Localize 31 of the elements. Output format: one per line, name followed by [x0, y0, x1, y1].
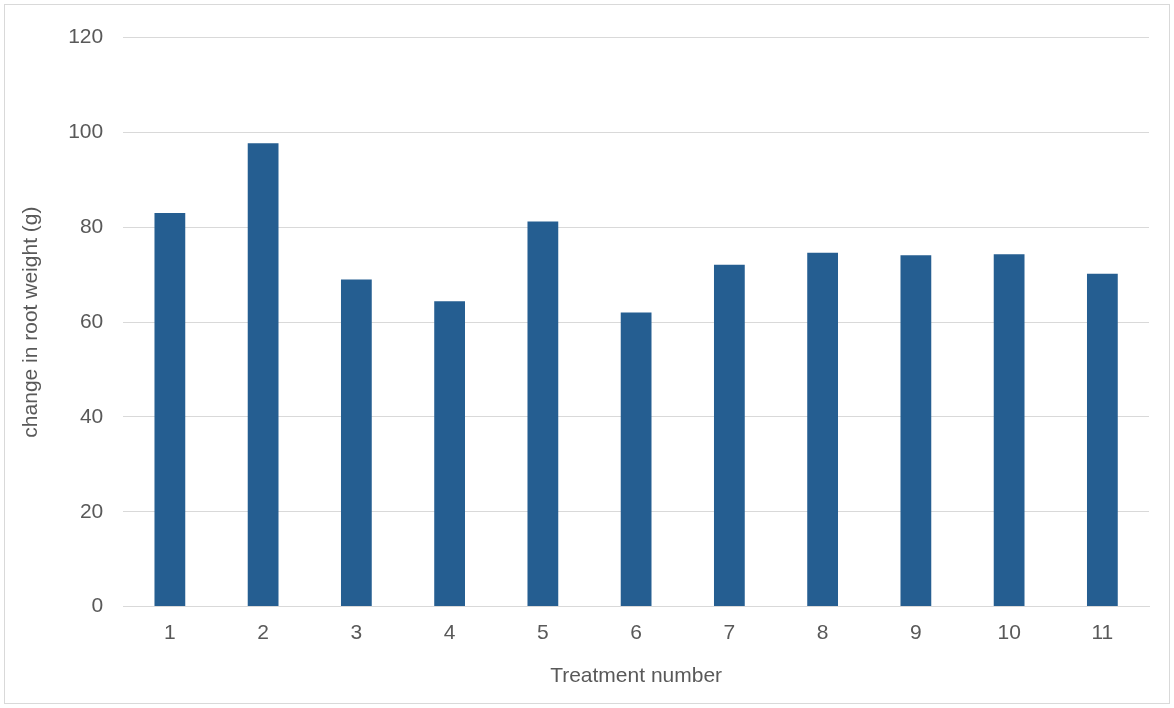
x-tick-label: 1	[164, 620, 176, 643]
bar	[527, 221, 559, 607]
x-tick-label: 9	[910, 620, 922, 643]
x-tick-label: 3	[350, 620, 363, 643]
y-tick-label: 120	[68, 24, 104, 48]
y-tick-label: 20	[79, 498, 104, 522]
y-tick-label: 40	[79, 403, 104, 427]
y-tick-label: 60	[79, 308, 104, 332]
bar	[807, 252, 839, 607]
x-tick-label: 5	[537, 620, 549, 643]
bar	[247, 143, 279, 607]
bar	[434, 301, 465, 607]
x-tick-label: 10	[997, 620, 1021, 643]
x-tick-label: 11	[1091, 620, 1114, 643]
y-axis-title: change in root weight (g)	[18, 206, 42, 438]
y-tick-label: 0	[91, 593, 104, 617]
x-tick-label: 8	[816, 620, 829, 643]
x-tick-label: 6	[630, 620, 642, 643]
bar	[993, 254, 1025, 607]
bar	[1086, 273, 1118, 607]
bar	[713, 264, 745, 607]
x-tick-label: 2	[257, 620, 269, 643]
y-tick-label: 80	[79, 214, 104, 238]
x-tick-label: 4	[443, 620, 456, 643]
bar	[900, 255, 932, 607]
y-tick-label: 100	[68, 119, 104, 143]
x-tick-label: 7	[723, 620, 736, 643]
x-axis-title: Treatment number	[550, 663, 723, 687]
bar	[340, 279, 372, 607]
bar	[620, 312, 652, 607]
bar	[154, 213, 186, 607]
